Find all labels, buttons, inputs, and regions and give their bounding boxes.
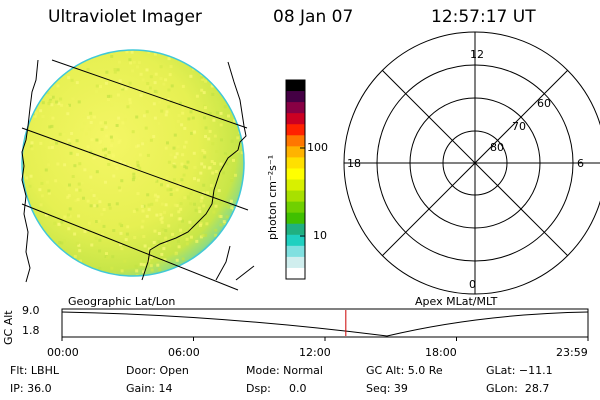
coastline [21, 59, 255, 283]
dsp-value: 0.0 [289, 382, 307, 395]
colorbar-cell [286, 267, 305, 280]
colorbar-cell [286, 212, 305, 225]
polar-plot [343, 31, 600, 295]
uv-earth-image [21, 49, 245, 277]
date-label: 08 Jan 07 [273, 7, 354, 27]
ip-label: IP: 36.0 [10, 382, 52, 395]
colorbar-cell [286, 234, 305, 247]
colorbar-cell [286, 223, 305, 236]
colorbar-tick-100: 100 [307, 141, 328, 154]
geographic-caption: Geographic Lat/Lon [68, 295, 176, 308]
mlat-label-60: 60 [537, 97, 551, 110]
alt-xtick-3: 18:00 [425, 346, 457, 359]
dsp-label: Dsp: [246, 382, 271, 395]
colorbar-cell [286, 256, 305, 269]
instrument-title: Ultraviolet Imager [48, 7, 202, 27]
mlt-label-12: 12 [470, 48, 484, 61]
colorbar-cell [286, 124, 305, 136]
apex-caption: Apex MLat/MLT [415, 295, 498, 308]
gc-alt-label: GC Alt: 5.0 Re [366, 364, 443, 377]
mlt-label-0: 0 [469, 278, 476, 291]
geographic-grid [21, 59, 249, 291]
mlat-label-80: 80 [490, 141, 504, 154]
colorbar-cell [286, 245, 305, 258]
colorbar-cell [286, 179, 305, 192]
door-label: Door: Open [126, 364, 189, 377]
mode-label: Mode: Normal [246, 364, 323, 377]
colorbar [285, 79, 306, 280]
altitude-plot [61, 308, 589, 341]
colorbar-cell [286, 113, 305, 125]
glon-label: GLon: 28.7 [486, 382, 550, 395]
mlt-label-18: 18 [347, 157, 361, 170]
colorbar-cell [286, 201, 305, 214]
glat-label: GLat: −11.1 [486, 364, 553, 377]
colorbar-cell [286, 80, 305, 92]
time-label: 12:57:17 UT [431, 7, 536, 27]
alt-xtick-0: 00:00 [47, 346, 79, 359]
alt-xtick-1: 06:00 [168, 346, 200, 359]
colorbar-cell [286, 190, 305, 203]
colorbar-tick-10: 10 [313, 229, 327, 242]
colorbar-cell [286, 102, 305, 114]
alt-ytick-max: 9.0 [22, 304, 40, 317]
seq-label: Seq: 39 [366, 382, 408, 395]
colorbar-cell [286, 168, 305, 181]
colorbar-unit-label: photon cm⁻²s⁻¹ [266, 154, 279, 240]
mlat-label-70: 70 [512, 120, 526, 133]
alt-xtick-2: 12:00 [299, 346, 331, 359]
colorbar-cell [286, 91, 305, 103]
alt-ylabel: GC Alt [2, 310, 15, 345]
mlt-label-6: 6 [577, 157, 584, 170]
alt-xtick-4: 23:59 [556, 346, 588, 359]
colorbar-cell [286, 146, 305, 158]
colorbar-cell [286, 135, 305, 147]
colorbar-cell [286, 157, 305, 170]
alt-ytick-min: 1.8 [22, 324, 40, 337]
gain-label: Gain: 14 [126, 382, 173, 395]
filter-label: Flt: LBHL [10, 364, 59, 377]
